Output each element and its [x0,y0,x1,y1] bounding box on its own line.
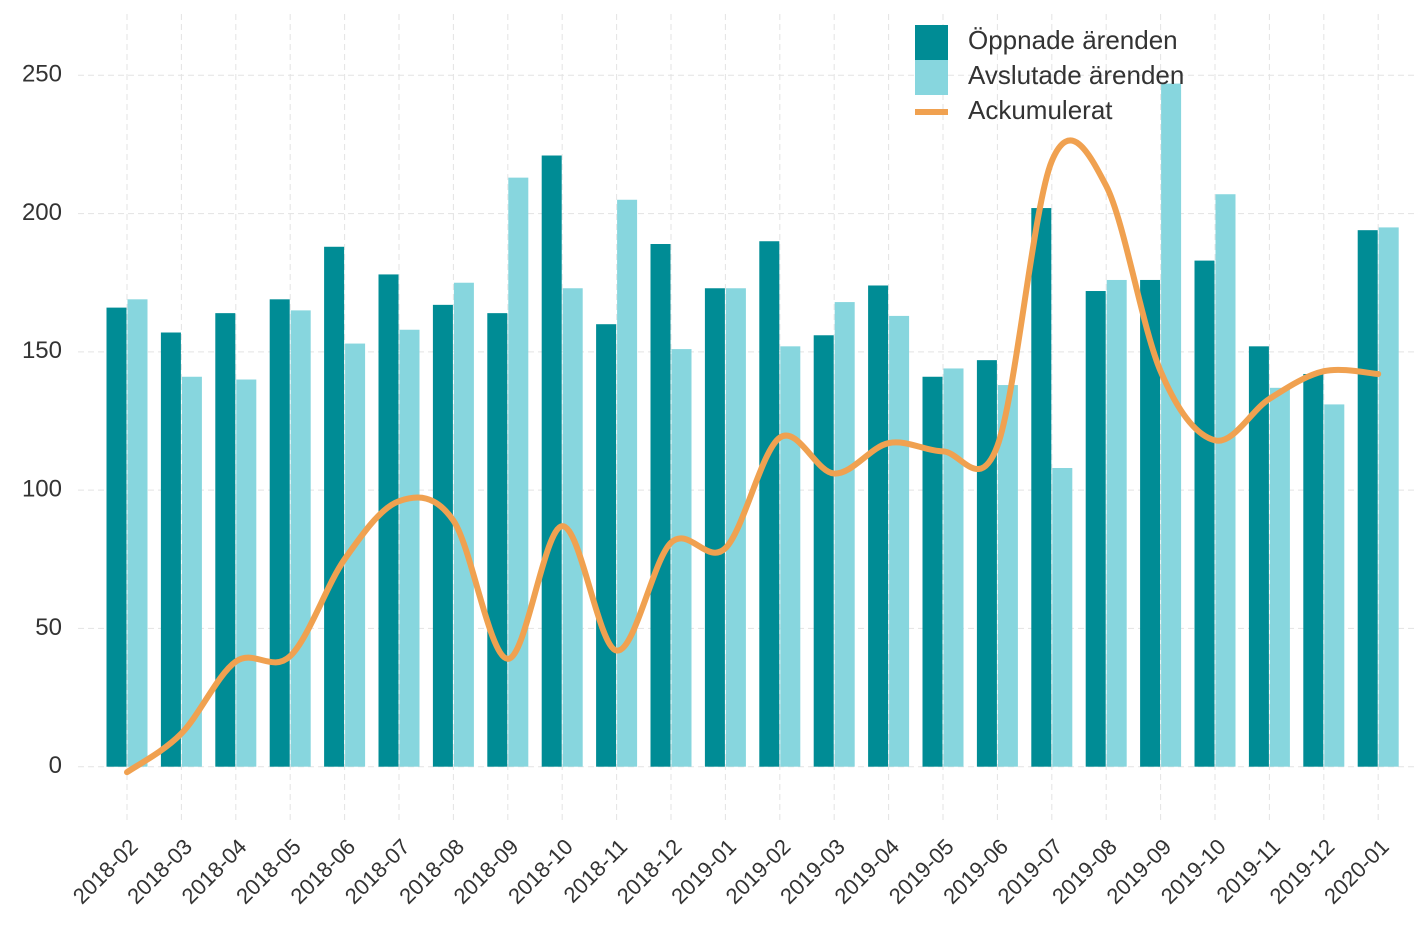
bar [671,349,692,767]
line [124,137,1382,776]
bar [1106,279,1127,767]
bar [1248,346,1269,767]
legend-label: Öppnade ärenden [968,25,1178,55]
bar [290,310,311,767]
bar [1052,468,1073,767]
legend-label: Avslutade ärenden [968,60,1184,90]
bar [106,307,127,767]
bar [976,360,997,767]
legend-label: Ackumulerat [968,95,1113,125]
bar [1140,279,1161,767]
bar [345,343,366,767]
bar [650,244,671,767]
bar [181,376,202,767]
bar [922,376,943,767]
y-tick-label: 100 [22,475,62,502]
bar [541,155,562,767]
bar [1269,387,1290,767]
bar [215,313,236,767]
bar [324,246,345,767]
y-tick-label: 200 [22,199,62,226]
bar [617,199,638,767]
bar [269,299,290,767]
bar [1215,194,1236,767]
bar [562,288,583,767]
bar [127,299,148,767]
bar [453,282,474,767]
y-tick-label: 0 [49,752,62,779]
bar [889,315,910,767]
bar [834,302,855,767]
bar [997,385,1018,767]
legend-swatch [915,25,948,60]
bar [704,288,725,767]
bar [432,304,453,767]
bar [236,379,257,767]
bar [780,346,801,767]
bar [1303,373,1324,767]
bar [508,177,529,767]
bar [1357,230,1378,767]
bar [1161,83,1182,767]
bar [1378,227,1399,767]
bar [1085,291,1106,767]
bar [1324,404,1345,767]
bar [399,329,420,767]
bar [487,313,508,767]
y-tick-label: 250 [22,61,62,88]
bar [943,368,964,767]
bar [160,332,181,767]
bar [1194,260,1215,767]
legend-swatch [915,60,948,95]
bar [868,285,889,767]
bar [759,241,780,767]
y-tick-label: 150 [22,337,62,364]
bar [378,274,399,767]
bar [596,324,617,767]
bar [813,335,834,767]
bar [1031,208,1052,767]
y-tick-label: 50 [35,614,62,641]
